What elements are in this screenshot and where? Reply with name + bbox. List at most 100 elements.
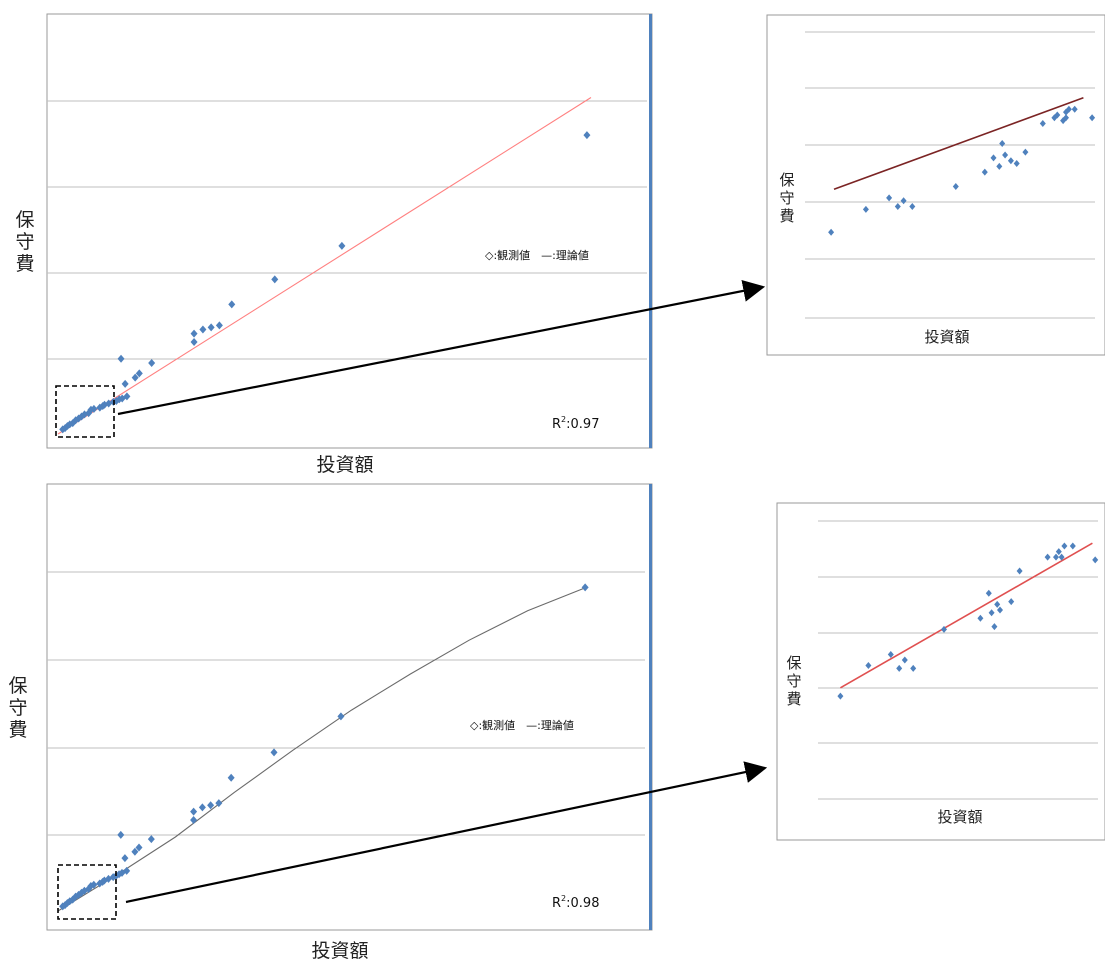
top_main-data-point bbox=[199, 325, 207, 334]
bottom_main-data-point bbox=[117, 830, 125, 839]
bottom_main-data-point bbox=[207, 801, 215, 810]
bottom_zoom-data-point bbox=[910, 664, 917, 672]
top_main-frame-accent bbox=[649, 14, 652, 448]
top_zoom-fit-line bbox=[833, 97, 1084, 191]
top_main-data-point bbox=[117, 354, 125, 363]
top_zoom-y-axis-label-char: 費 bbox=[779, 207, 794, 225]
bottom_zoom-data-point bbox=[837, 692, 844, 700]
bottom_zoom-data-point bbox=[901, 656, 908, 664]
bottom_zoom-data-point bbox=[887, 650, 894, 658]
bottom_main-data-point bbox=[96, 879, 104, 888]
bottom_zoom-data-point bbox=[865, 662, 872, 670]
bottom_zoom-fit-line bbox=[840, 542, 1093, 689]
bottom_main-data-point bbox=[215, 799, 223, 808]
bottom_zoom-data-point bbox=[1058, 553, 1065, 561]
bottom_main-data-point bbox=[581, 583, 589, 592]
top_main-y-axis-label: 保守費 bbox=[15, 209, 34, 275]
bottom_main-data-point bbox=[270, 748, 278, 757]
top_zoom-data-point bbox=[828, 228, 835, 236]
top_main-data-point bbox=[583, 131, 591, 140]
bottom_main-data-point bbox=[198, 803, 206, 812]
top_main-data-point bbox=[148, 358, 156, 367]
bottom_main-fit-line bbox=[57, 586, 587, 912]
bottom_main-y-axis-label-char: 費 bbox=[8, 719, 27, 741]
bottom_zoom-data-point bbox=[1016, 567, 1023, 575]
bottom_zoom-data-point bbox=[1044, 553, 1051, 561]
top_main-data-point bbox=[207, 323, 215, 332]
top_zoom-data-point bbox=[990, 154, 997, 162]
top_main-data-point bbox=[59, 425, 67, 434]
bottom_zoom-data-point bbox=[988, 609, 995, 617]
bottom_zoom-data-point bbox=[1053, 553, 1059, 561]
top_main-data-point bbox=[190, 338, 198, 347]
top_main-x-axis-label: 投資額 bbox=[316, 454, 373, 476]
top_main-data-point bbox=[96, 403, 104, 412]
top_zoom-data-point bbox=[1065, 105, 1072, 113]
top_zoom-data-point bbox=[1002, 151, 1009, 159]
top_zoom-data-point bbox=[1007, 157, 1014, 165]
bottom_zoom-y-axis-label: 保守費 bbox=[786, 654, 801, 708]
top_main-data-point bbox=[215, 321, 223, 330]
bottom-zoom-selection-box bbox=[57, 864, 117, 920]
top_main-r-squared: R2:0.97 bbox=[552, 415, 599, 432]
bottom_main-data-point bbox=[190, 807, 198, 816]
bottom_zoom-data-point bbox=[896, 664, 903, 672]
top_main-r-squared-exponent: 2 bbox=[561, 415, 566, 424]
bottom_main-data-point bbox=[227, 773, 235, 782]
bottom_main-data-point bbox=[121, 854, 129, 863]
top-zoom-selection-box bbox=[55, 385, 115, 438]
top_main-y-axis-label-char: 保 bbox=[15, 209, 34, 231]
top_zoom-data-point bbox=[999, 140, 1006, 148]
top_zoom-data-point bbox=[1013, 160, 1020, 168]
bottom_main-r-squared-value: :0.98 bbox=[566, 896, 599, 911]
bottom_main-y-axis-label-char: 保 bbox=[8, 675, 27, 697]
bottom_zoom-data-point bbox=[985, 589, 992, 597]
top_main-data-point bbox=[135, 369, 143, 378]
bottom_main-x-axis-label: 投資額 bbox=[311, 940, 368, 962]
top_zoom-data-point bbox=[1089, 114, 1096, 122]
bottom_main-frame-accent bbox=[649, 484, 652, 930]
top_zoom-y-axis-label-char: 守 bbox=[779, 189, 794, 207]
bottom_zoom-data-point bbox=[977, 614, 984, 622]
bottom_main-data-point bbox=[131, 847, 139, 856]
top_main-data-point bbox=[131, 373, 139, 382]
bottom_main-r-squared-symbol: R bbox=[552, 896, 561, 911]
top_zoom-data-point bbox=[1054, 111, 1061, 119]
bottom_zoom-data-point bbox=[997, 606, 1003, 614]
top_zoom-data-point bbox=[952, 182, 959, 190]
top_zoom-data-point bbox=[886, 194, 893, 202]
top_zoom-data-point bbox=[862, 205, 869, 213]
top_zoom-data-point bbox=[1022, 148, 1029, 156]
top_zoom-data-point bbox=[1039, 120, 1046, 128]
bottom_main-y-axis-label-char: 守 bbox=[8, 697, 27, 719]
top-zoom-arrow bbox=[117, 280, 766, 416]
top_main-data-point bbox=[271, 275, 279, 284]
top_main-r-squared-value: :0.97 bbox=[566, 417, 599, 432]
bottom_zoom-data-point bbox=[1061, 542, 1068, 550]
bottom_main-data-point bbox=[135, 843, 143, 852]
top_main-r-squared-symbol: R bbox=[552, 417, 561, 432]
bottom_zoom-y-axis-label-char: 費 bbox=[786, 690, 801, 708]
bottom_zoom-chart-frame bbox=[776, 502, 1105, 841]
top_main-legend: ◇:観測値 —:理論値 bbox=[485, 248, 589, 262]
bottom-zoom-arrow bbox=[125, 761, 768, 904]
top_main-y-axis-label-char: 費 bbox=[15, 253, 34, 275]
bottom_zoom-data-point bbox=[1092, 556, 1099, 564]
top_main-y-axis-label-char: 守 bbox=[15, 231, 34, 253]
bottom_zoom-data-point bbox=[991, 623, 998, 631]
top_main-data-point bbox=[228, 300, 236, 309]
top_main-data-point bbox=[338, 241, 346, 250]
bottom_main-legend: ◇:観測値 —:理論値 bbox=[470, 718, 574, 732]
bottom_main-data-point bbox=[190, 816, 198, 825]
bottom_main-data-point bbox=[337, 712, 345, 721]
top_main-data-point bbox=[190, 329, 198, 338]
top_zoom-chart-frame bbox=[766, 14, 1105, 356]
top_zoom-data-point bbox=[900, 197, 907, 205]
top_zoom-data-point bbox=[894, 202, 901, 210]
bottom_main-r-squared-exponent: 2 bbox=[561, 894, 566, 903]
top_main-fit-line bbox=[57, 97, 592, 435]
top_zoom-data-point bbox=[981, 168, 988, 176]
top_main-data-point bbox=[121, 379, 129, 388]
bottom_main-chart-frame bbox=[46, 483, 653, 931]
